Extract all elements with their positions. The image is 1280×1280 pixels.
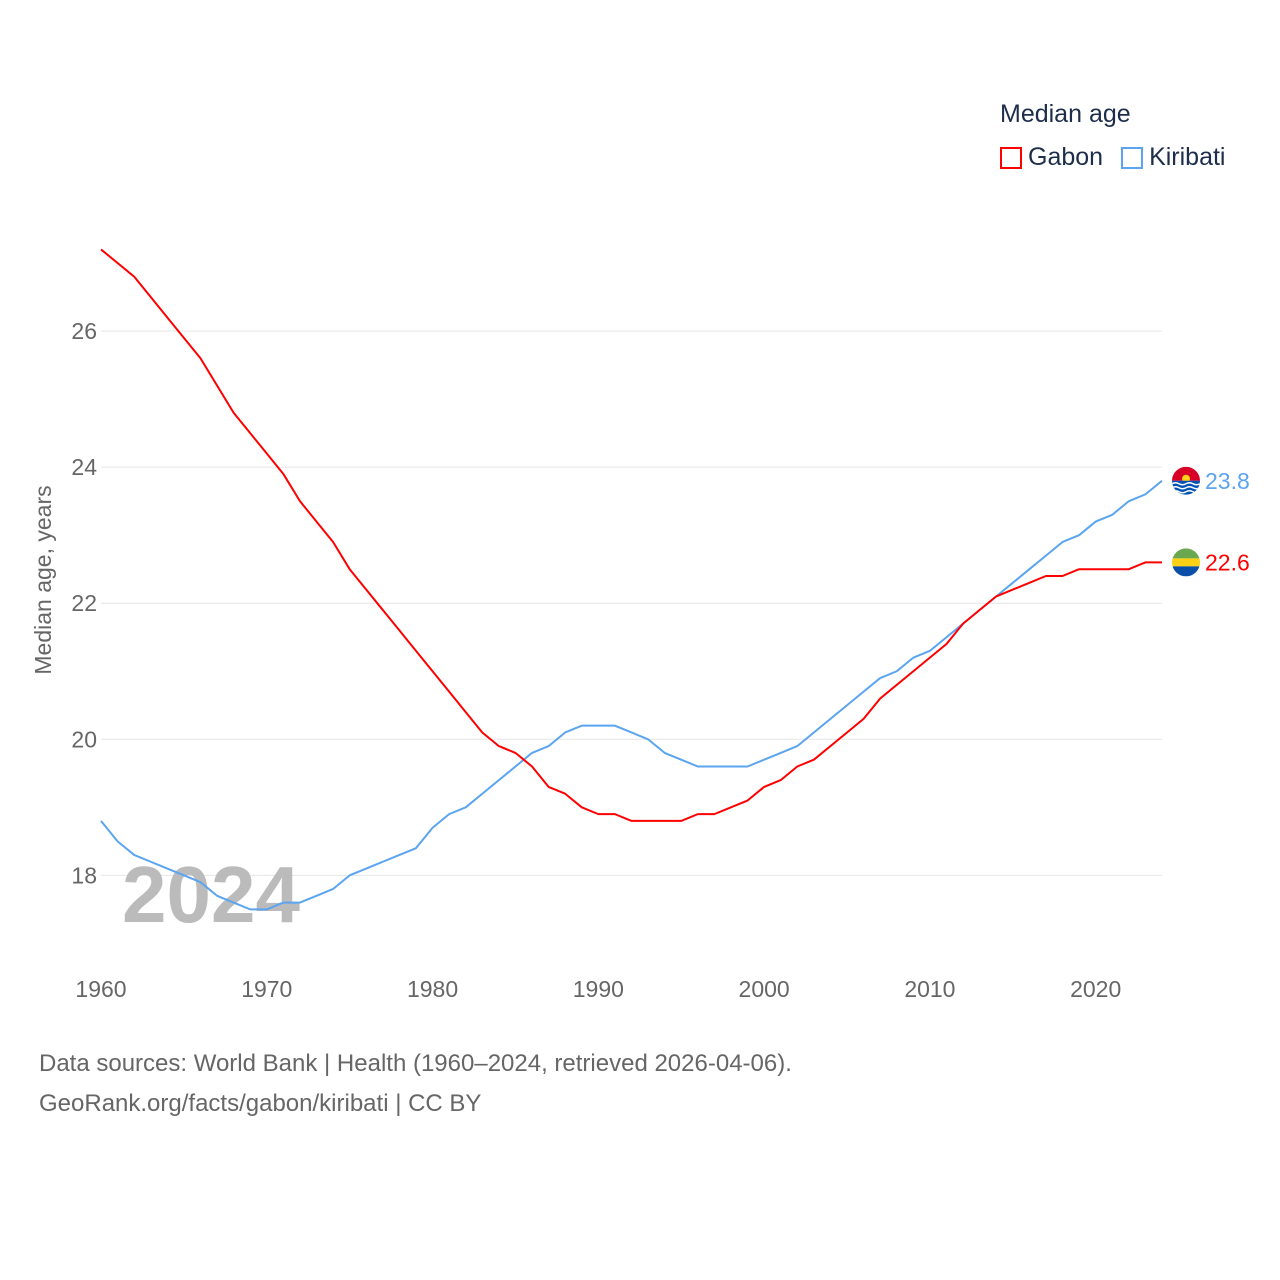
y-tick-label: 22	[71, 590, 97, 616]
y-tick-label: 24	[71, 454, 97, 480]
source-note: Data sources: World Bank | Health (1960–…	[39, 1044, 792, 1124]
source-line: Data sources: World Bank | Health (1960–…	[39, 1050, 792, 1077]
x-tick-label: 1970	[241, 976, 292, 1002]
flag-wave	[1172, 486, 1200, 490]
source-link[interactable]: GeoRank.org/facts/gabon/kiribati | CC BY	[39, 1090, 482, 1117]
legend-item-kiribati[interactable]: Kiribati	[1121, 143, 1225, 172]
year-watermark: 2024	[122, 850, 300, 939]
flag-body	[1172, 548, 1200, 577]
x-tick-label: 1980	[407, 976, 458, 1002]
y-axis-label: Median age, years	[30, 485, 56, 674]
y-tick-label: 20	[71, 726, 97, 752]
y-tick-label: 26	[71, 318, 97, 344]
series-line-gabon	[100, 248, 1162, 822]
legend-swatch-kiribati	[1121, 146, 1144, 169]
flag-body	[1172, 466, 1200, 495]
flag-stripe-green	[1172, 548, 1200, 559]
legend: Gabon Kiribati	[1000, 143, 1225, 172]
flag-wave	[1172, 490, 1200, 494]
gabon-flag-icon	[1172, 548, 1200, 577]
y-tick-label: 18	[71, 862, 97, 888]
flag-wave	[1172, 482, 1200, 486]
legend-item-gabon[interactable]: Gabon	[1000, 143, 1103, 172]
end-value-label: 22.6	[1205, 549, 1250, 575]
legend-title: Median age	[1000, 100, 1131, 128]
series-line-kiribati	[100, 479, 1163, 911]
x-tick-label: 2010	[904, 976, 955, 1002]
kiribati-flag-icon	[1172, 466, 1200, 495]
flag-stripe-blue	[1172, 566, 1200, 577]
x-tick-label: 2020	[1070, 976, 1121, 1002]
x-tick-label: 1960	[75, 976, 126, 1002]
flag-red-top	[1172, 466, 1200, 481]
x-tick-label: 2000	[739, 976, 790, 1002]
x-tick-label: 1990	[573, 976, 624, 1002]
flag-stripe-yellow	[1172, 558, 1200, 567]
end-value-label: 23.8	[1205, 468, 1250, 494]
legend-label: Kiribati	[1149, 143, 1226, 171]
legend-label: Gabon	[1028, 143, 1104, 171]
legend-swatch-gabon	[1000, 146, 1022, 169]
